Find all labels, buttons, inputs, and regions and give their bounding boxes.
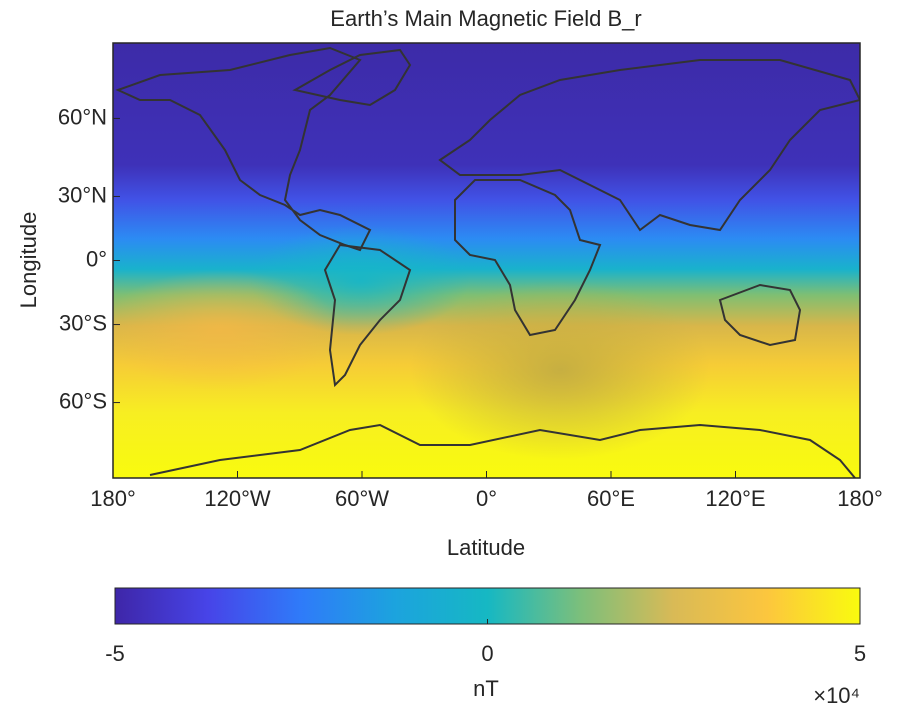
x-tick-label: 120°W: [204, 486, 271, 511]
y-axis-label: Longitude: [16, 212, 41, 309]
colorbar-label: nT: [473, 676, 499, 701]
x-tick-label: 120°E: [705, 486, 765, 511]
colorbar-tick-label: 5: [854, 641, 866, 666]
x-tick-label: 0°: [476, 486, 497, 511]
y-tick-label: 0°: [86, 246, 107, 271]
colorbar: [114, 587, 861, 625]
y-tick-label: 30°N: [58, 182, 107, 207]
y-tick-label: 60°S: [59, 388, 107, 413]
field-map: [113, 43, 860, 478]
x-tick-label: 180°: [90, 486, 136, 511]
colorbar-multiplier: ×10⁴: [813, 683, 860, 708]
x-axis-label: Latitude: [447, 535, 525, 560]
chart-title: Earth’s Main Magnetic Field B_r: [330, 6, 641, 31]
colorbar-tick-label: 0: [481, 641, 493, 666]
x-tick-label: 180°: [837, 486, 883, 511]
y-tick-label: 30°S: [59, 310, 107, 335]
x-tick-label: 60°W: [335, 486, 389, 511]
x-tick-label: 60°E: [587, 486, 635, 511]
colorbar-tick-label: -5: [105, 641, 125, 666]
y-tick-label: 60°N: [58, 104, 107, 129]
coastlines: [115, 46, 860, 478]
